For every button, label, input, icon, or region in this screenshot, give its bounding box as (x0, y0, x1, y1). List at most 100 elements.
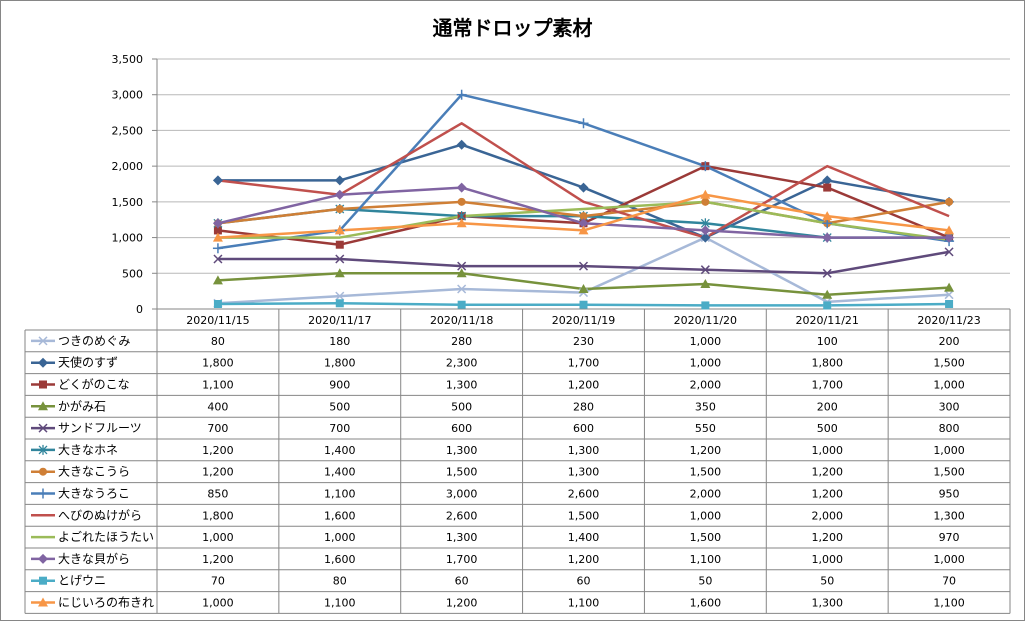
table-cell-value: 200 (939, 335, 960, 348)
legend-label: 大きなこうら (58, 465, 130, 479)
data-point (700, 189, 711, 199)
table-cell-value: 350 (695, 400, 716, 413)
x-category-label: 2020/11/18 (430, 314, 493, 327)
table-cell-value: 1,100 (690, 553, 722, 566)
table-cell-value: 1,500 (933, 357, 965, 370)
data-point (700, 225, 711, 236)
data-point (822, 211, 833, 221)
y-tick-label: 2,000 (112, 160, 144, 173)
y-tick-label: 3,500 (112, 53, 144, 66)
x-category-label: 2020/11/19 (552, 314, 615, 327)
data-point (700, 232, 711, 243)
data-point (38, 401, 48, 411)
table-cell-value: 280 (573, 400, 594, 413)
table-cell-value: 180 (329, 335, 350, 348)
data-point (700, 279, 711, 288)
data-point (335, 205, 344, 213)
data-point (38, 336, 48, 346)
table-cell-value: 80 (333, 575, 347, 588)
table-cell-value: 1,200 (568, 553, 600, 566)
table-cell-value: 2,000 (690, 488, 722, 501)
table-cell-value: 1,000 (811, 553, 843, 566)
y-tick-label: 2,500 (112, 124, 144, 137)
table-cell-value: 1,600 (324, 553, 356, 566)
table-cell-value: 2,000 (811, 509, 843, 522)
table-cell-value: 1,800 (202, 357, 234, 370)
legend-label: よごれたほうたい (58, 529, 154, 544)
table-cell-value: 1,400 (568, 531, 600, 544)
data-point (944, 225, 955, 235)
table-cell-value: 1,400 (324, 466, 356, 479)
data-point (212, 243, 223, 254)
data-point (335, 291, 345, 301)
table-cell-value: 700 (207, 422, 228, 435)
table-cell-value: 280 (451, 335, 472, 348)
table-cell-value: 1,300 (568, 466, 600, 479)
y-tick-label: 3,000 (112, 89, 144, 102)
legend-label: どくがのこな (58, 377, 130, 392)
table-cell-value: 1,100 (568, 597, 600, 610)
y-axis: 0 500 1,000 1,500 2,000 2,500 3,000 3,500 (112, 53, 158, 316)
series-markers (212, 89, 955, 310)
data-point (823, 301, 832, 310)
table-cell-value: 1,300 (811, 597, 843, 610)
table-cell-value: 400 (207, 400, 228, 413)
table-cell-value: 1,800 (202, 509, 234, 522)
table-cell-value: 80 (211, 335, 225, 348)
table-cell-value: 1,500 (690, 466, 722, 479)
data-point (944, 232, 955, 243)
table-cell-value: 950 (939, 488, 960, 501)
legend-label: 天使のすず (58, 355, 118, 370)
data-table: 2020/11/15 2020/11/17 2020/11/18 2020/11/19… (24, 308, 1011, 614)
table-cell-value: 1,300 (933, 509, 965, 522)
data-point (579, 300, 588, 309)
data-point (334, 175, 345, 186)
data-point (334, 225, 345, 235)
legend-label: かがみ石 (58, 398, 106, 413)
table-cell-value: 100 (817, 335, 838, 348)
table-cell-value: 500 (451, 400, 472, 413)
table-cell-value: 600 (451, 422, 472, 435)
table-cell-value: 1,300 (568, 444, 600, 457)
table-cell-value: 1,000 (690, 357, 722, 370)
table-cell-value: 1,000 (811, 444, 843, 457)
table-cell-value: 1,700 (568, 357, 600, 370)
data-point (822, 289, 833, 299)
data-point (456, 89, 467, 100)
table-cell-value: 1,300 (446, 379, 478, 392)
table-cell-value: 1,500 (568, 509, 600, 522)
table-cell-value: 70 (211, 575, 225, 588)
x-category-label: 2020/11/21 (796, 314, 859, 327)
data-point (578, 225, 589, 235)
data-point (212, 275, 223, 285)
data-point (822, 268, 832, 278)
data-point (700, 161, 711, 172)
legend-label: 大きなホネ (58, 443, 118, 457)
data-point (578, 218, 589, 229)
data-point (335, 254, 345, 264)
table-cell-value: 2,300 (446, 357, 478, 370)
data-point (38, 357, 48, 368)
table-cell-value: 1,000 (690, 509, 722, 522)
data-point (334, 268, 345, 278)
data-point (38, 597, 48, 607)
table-cell-value: 300 (939, 400, 960, 413)
y-tick-label: 1,000 (112, 232, 144, 245)
data-point (579, 212, 588, 221)
data-point (213, 254, 223, 264)
table-cell-value: 60 (577, 575, 591, 588)
data-point (39, 576, 47, 585)
table-cell-value: 1,200 (690, 444, 722, 457)
data-point (701, 301, 710, 310)
data-point (212, 232, 223, 242)
gridlines (157, 58, 1010, 274)
table-cell-value: 1,300 (446, 444, 478, 457)
table-cell-value: 1,200 (202, 553, 234, 566)
table-cell-value: 1,800 (811, 357, 843, 370)
table-cell-value: 800 (939, 422, 960, 435)
y-tick-label: 0 (136, 303, 143, 316)
data-point (457, 197, 466, 206)
legend-label: 大きな貝がら (58, 551, 130, 566)
table-cell-value: 1,000 (324, 531, 356, 544)
